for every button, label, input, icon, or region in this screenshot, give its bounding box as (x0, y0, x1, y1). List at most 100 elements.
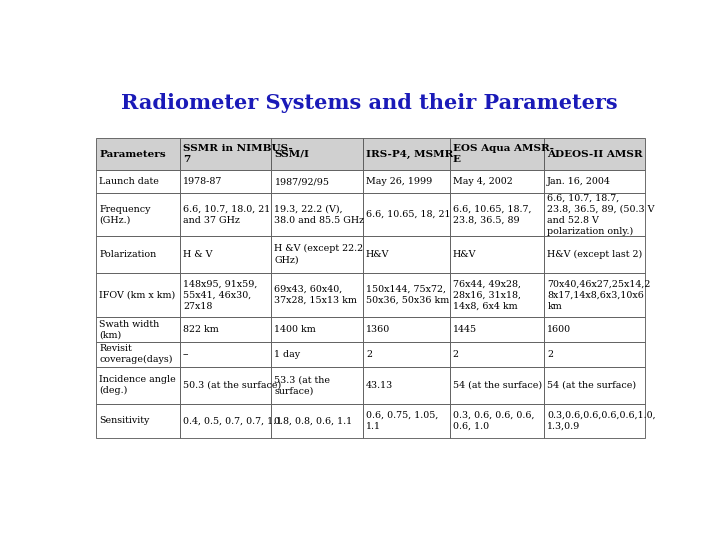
Text: 0.8, 0.8, 0.6, 1.1: 0.8, 0.8, 0.6, 1.1 (274, 416, 353, 426)
Bar (180, 273, 271, 318)
Text: 19.3, 22.2 (V),
38.0 and 85.5 GHz: 19.3, 22.2 (V), 38.0 and 85.5 GHz (274, 205, 364, 225)
Text: 6.6, 10.65, 18, 21: 6.6, 10.65, 18, 21 (366, 210, 451, 219)
Text: --: -- (183, 350, 189, 359)
Bar (271, 318, 363, 342)
Text: Parameters: Parameters (99, 150, 166, 159)
Bar (363, 170, 449, 193)
Bar (449, 170, 544, 193)
Text: 54 (at the surface): 54 (at the surface) (453, 381, 542, 390)
Text: Jan. 16, 2004: Jan. 16, 2004 (547, 177, 611, 186)
Bar (271, 138, 363, 170)
Bar (180, 193, 271, 236)
Bar (271, 403, 363, 438)
Text: Incidence angle
(deg.): Incidence angle (deg.) (99, 375, 176, 395)
Text: 54 (at the surface): 54 (at the surface) (547, 381, 636, 390)
Bar (363, 193, 449, 236)
Bar (544, 403, 645, 438)
Bar (363, 138, 449, 170)
Bar (96, 273, 180, 318)
Bar (180, 236, 271, 273)
Text: 69x43, 60x40,
37x28, 15x13 km: 69x43, 60x40, 37x28, 15x13 km (274, 285, 357, 305)
Bar (363, 367, 449, 403)
Bar (271, 236, 363, 273)
Text: 2: 2 (366, 350, 372, 359)
Bar (180, 367, 271, 403)
Bar (96, 318, 180, 342)
Bar (96, 170, 180, 193)
Text: 0.3,0.6,0.6,0.6,0.6,1.0,
1.3,0.9: 0.3,0.6,0.6,0.6,0.6,1.0, 1.3,0.9 (547, 411, 656, 431)
Bar (180, 318, 271, 342)
Text: Revisit
coverage(days): Revisit coverage(days) (99, 344, 173, 365)
Bar (544, 236, 645, 273)
Text: H&V (except last 2): H&V (except last 2) (547, 249, 642, 259)
Text: Radiometer Systems and their Parameters: Radiometer Systems and their Parameters (121, 93, 617, 113)
Text: 0.4, 0.5, 0.7, 0.7, 1.1: 0.4, 0.5, 0.7, 0.7, 1.1 (183, 416, 282, 426)
Text: 1400 km: 1400 km (274, 325, 316, 334)
Bar (544, 138, 645, 170)
Bar (96, 138, 180, 170)
Bar (271, 193, 363, 236)
Bar (363, 236, 449, 273)
Text: 53.3 (at the
surface): 53.3 (at the surface) (274, 375, 330, 395)
Text: 1978-87: 1978-87 (183, 177, 222, 186)
Text: 43.13: 43.13 (366, 381, 393, 390)
Bar (271, 367, 363, 403)
Text: IRS-P4, MSMR: IRS-P4, MSMR (366, 150, 454, 159)
Text: 822 km: 822 km (183, 325, 219, 334)
Bar (180, 170, 271, 193)
Bar (271, 273, 363, 318)
Bar (271, 342, 363, 367)
Bar (544, 318, 645, 342)
Text: 6.6, 10.7, 18.7,
23.8, 36.5, 89, (50.3 V
and 52.8 V
polarization only.): 6.6, 10.7, 18.7, 23.8, 36.5, 89, (50.3 V… (547, 193, 654, 236)
Text: H&V: H&V (366, 249, 390, 259)
Bar (449, 342, 544, 367)
Bar (544, 170, 645, 193)
Bar (96, 367, 180, 403)
Text: 1600: 1600 (547, 325, 572, 334)
Text: H &V (except 22.2
GHz): H &V (except 22.2 GHz) (274, 244, 364, 265)
Text: 70x40,46x27,25x14,2
8x17,14x8,6x3,10x6
km: 70x40,46x27,25x14,2 8x17,14x8,6x3,10x6 k… (547, 279, 651, 310)
Bar (544, 273, 645, 318)
Text: 0.3, 0.6, 0.6, 0.6,
0.6, 1.0: 0.3, 0.6, 0.6, 0.6, 0.6, 1.0 (453, 411, 534, 431)
Text: 0.6, 0.75, 1.05,
1.1: 0.6, 0.75, 1.05, 1.1 (366, 411, 438, 431)
Text: Launch date: Launch date (99, 177, 159, 186)
Text: 6.6, 10.7, 18.0, 21
and 37 GHz: 6.6, 10.7, 18.0, 21 and 37 GHz (183, 205, 270, 225)
Text: EOS Aqua AMSR-
E: EOS Aqua AMSR- E (453, 144, 554, 164)
Text: IFOV (km x km): IFOV (km x km) (99, 291, 176, 300)
Bar (449, 193, 544, 236)
Bar (449, 138, 544, 170)
Bar (180, 403, 271, 438)
Text: 2: 2 (547, 350, 553, 359)
Bar (363, 342, 449, 367)
Text: 148x95, 91x59,
55x41, 46x30,
27x18: 148x95, 91x59, 55x41, 46x30, 27x18 (183, 279, 257, 310)
Bar (449, 273, 544, 318)
Text: 1 day: 1 day (274, 350, 300, 359)
Text: SSM/I: SSM/I (274, 150, 310, 159)
Bar (544, 367, 645, 403)
Text: May 4, 2002: May 4, 2002 (453, 177, 513, 186)
Text: ADEOS-II AMSR: ADEOS-II AMSR (547, 150, 643, 159)
Bar (96, 342, 180, 367)
Bar (363, 318, 449, 342)
Bar (449, 318, 544, 342)
Text: Frequency
(GHz.): Frequency (GHz.) (99, 205, 150, 225)
Bar (449, 403, 544, 438)
Text: Polarization: Polarization (99, 249, 156, 259)
Bar (180, 138, 271, 170)
Text: H & V: H & V (183, 249, 212, 259)
Text: 6.6, 10.65, 18.7,
23.8, 36.5, 89: 6.6, 10.65, 18.7, 23.8, 36.5, 89 (453, 205, 531, 225)
Text: 1360: 1360 (366, 325, 390, 334)
Bar (96, 236, 180, 273)
Text: 1445: 1445 (453, 325, 477, 334)
Bar (544, 342, 645, 367)
Text: 1987/92/95: 1987/92/95 (274, 177, 330, 186)
Bar (449, 236, 544, 273)
Text: 76x44, 49x28,
28x16, 31x18,
14x8, 6x4 km: 76x44, 49x28, 28x16, 31x18, 14x8, 6x4 km (453, 279, 521, 310)
Bar (363, 273, 449, 318)
Bar (544, 193, 645, 236)
Bar (96, 193, 180, 236)
Text: May 26, 1999: May 26, 1999 (366, 177, 432, 186)
Bar (271, 170, 363, 193)
Text: 50.3 (at the surface): 50.3 (at the surface) (183, 381, 282, 390)
Text: Sensitivity: Sensitivity (99, 416, 150, 426)
